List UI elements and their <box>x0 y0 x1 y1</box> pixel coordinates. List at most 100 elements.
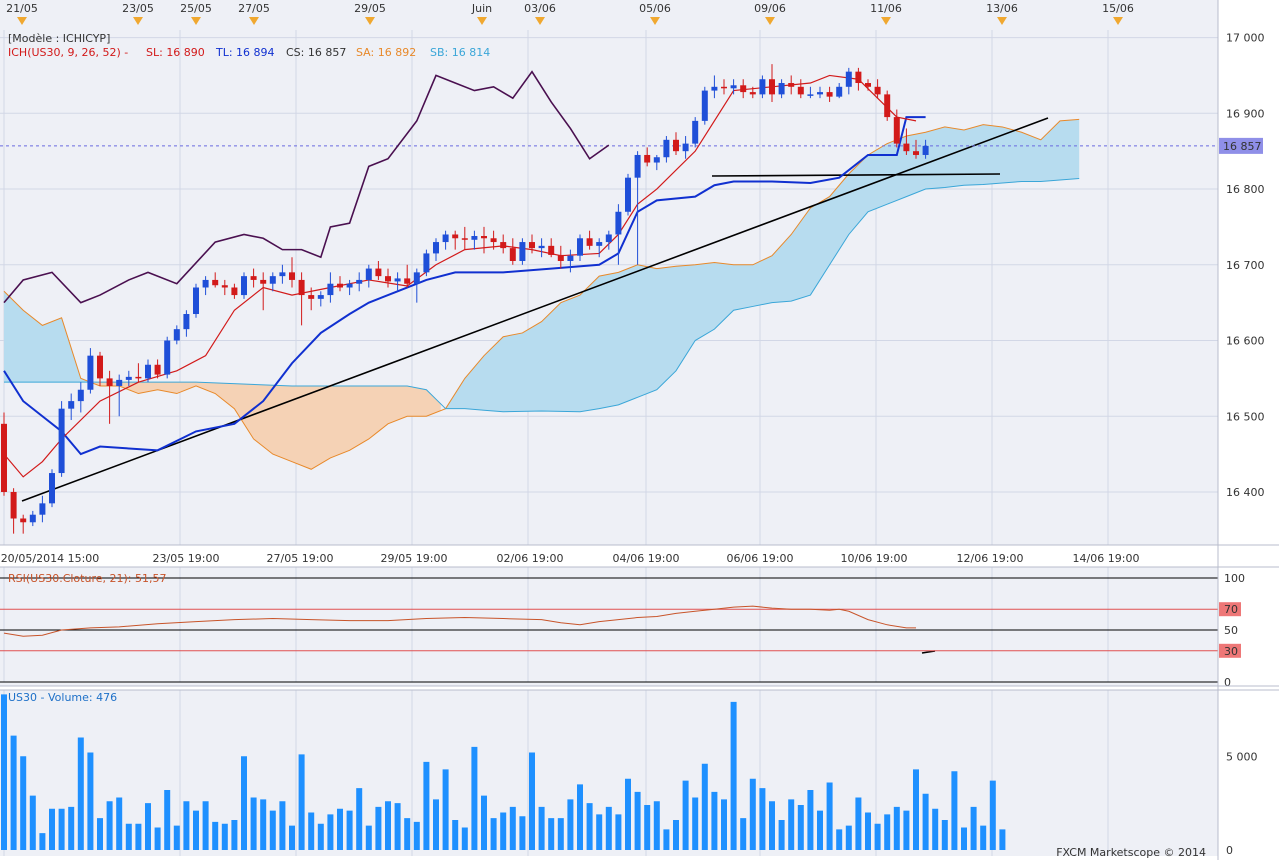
candle-up <box>845 71 852 87</box>
candle-up <box>279 272 286 277</box>
candle-up <box>327 283 334 296</box>
rsi-panel-bg <box>0 567 1218 686</box>
bottom-date-label: 23/05 19:00 <box>153 552 220 565</box>
candle-up <box>116 379 123 386</box>
volume-bar <box>970 806 977 850</box>
volume-bar <box>701 763 708 850</box>
date-marker-icon <box>881 17 891 25</box>
volume-bar <box>711 791 718 850</box>
candle-up <box>692 120 699 144</box>
volume-bar <box>106 801 113 850</box>
top-axis-band <box>0 0 1218 30</box>
rsi-level-tag <box>1219 602 1241 617</box>
volume-bar <box>759 788 766 850</box>
candle-down <box>644 154 651 163</box>
candle-down <box>548 245 555 255</box>
candle-up <box>615 211 622 235</box>
candle-up <box>145 364 151 379</box>
top-date-label: 15/06 <box>1102 2 1134 15</box>
legend-tl: TL: 16 894 <box>215 46 275 59</box>
candle-up <box>317 295 324 299</box>
price-axis-label: 16 500 <box>1226 410 1265 423</box>
volume-bar <box>692 797 699 850</box>
candle-up <box>442 234 449 243</box>
chikou-span-line <box>3 70 610 304</box>
candle-up <box>269 276 276 284</box>
candle-down <box>20 518 27 523</box>
candle-down <box>298 279 305 296</box>
candle-down <box>749 92 756 95</box>
candle-up <box>365 268 372 280</box>
candle-up <box>413 272 420 284</box>
volume-bar <box>625 778 631 850</box>
volume-bar <box>634 791 641 850</box>
price-axis-label: 16 400 <box>1226 486 1265 499</box>
volume-bar <box>730 701 737 850</box>
legend-sb: SB: 16 814 <box>430 46 490 59</box>
volume-bar <box>653 801 660 850</box>
candle-up <box>605 234 612 243</box>
candle-up <box>519 242 526 261</box>
volume-bar <box>49 808 55 850</box>
volume-bar <box>58 808 65 850</box>
candle-down <box>788 83 795 87</box>
candle-down <box>212 279 219 286</box>
volume-bar <box>116 797 123 850</box>
candle-down <box>826 92 833 97</box>
volume-bar <box>778 820 785 850</box>
volume-bar <box>577 784 583 850</box>
candle-up <box>77 389 84 402</box>
price-axis-label: 16 800 <box>1226 183 1265 196</box>
volume-bar <box>202 801 209 850</box>
volume-bar <box>615 814 622 850</box>
candle-down <box>557 254 564 261</box>
candle-down <box>260 279 267 284</box>
volume-bar <box>29 795 36 850</box>
candle-up <box>596 242 603 246</box>
candle-up <box>87 355 94 390</box>
candle-down <box>97 355 103 379</box>
candle-up <box>778 83 785 95</box>
candle-up <box>471 236 478 240</box>
volume-bar <box>865 812 871 850</box>
volume-bar <box>1 694 7 850</box>
candle-down <box>490 238 497 243</box>
candle-up <box>567 255 574 261</box>
volume-bar <box>289 825 295 850</box>
volume-bar <box>586 803 593 850</box>
bottom-date-label: 04/06 19:00 <box>613 552 680 565</box>
volume-bar <box>356 788 363 850</box>
candle-down <box>308 295 315 299</box>
volume-axis-label: 5 000 <box>1226 750 1258 763</box>
volume-bar <box>433 799 439 850</box>
top-date-label: 29/05 <box>354 2 386 15</box>
candle-up <box>241 276 247 296</box>
candle-up <box>538 245 545 249</box>
volume-bar <box>884 814 891 850</box>
bottom-date-label: 29/05 19:00 <box>381 552 448 565</box>
model-label: [Modèle : ICHICYP] <box>8 32 110 45</box>
volume-axis-label: 0 <box>1226 844 1233 857</box>
date-marker-icon <box>765 17 775 25</box>
volume-bar <box>941 820 948 850</box>
volume-bar <box>423 761 430 850</box>
candle-down <box>865 83 871 87</box>
candle-down <box>884 94 891 118</box>
candle-down <box>797 86 804 95</box>
candle-down <box>461 238 468 240</box>
volume-bar <box>989 780 996 850</box>
volume-bar <box>365 825 372 850</box>
volume-bar <box>922 793 929 850</box>
candle-up <box>202 279 209 288</box>
volume-bar <box>855 797 862 850</box>
volume-bar <box>346 810 353 850</box>
volume-bar <box>529 752 535 850</box>
candle-up <box>807 94 814 96</box>
volume-bar <box>260 799 267 850</box>
date-marker-icon <box>477 17 487 25</box>
candle-down <box>586 238 593 246</box>
bottom-date-label: 10/06 19:00 <box>841 552 908 565</box>
volume-bar <box>471 746 478 850</box>
